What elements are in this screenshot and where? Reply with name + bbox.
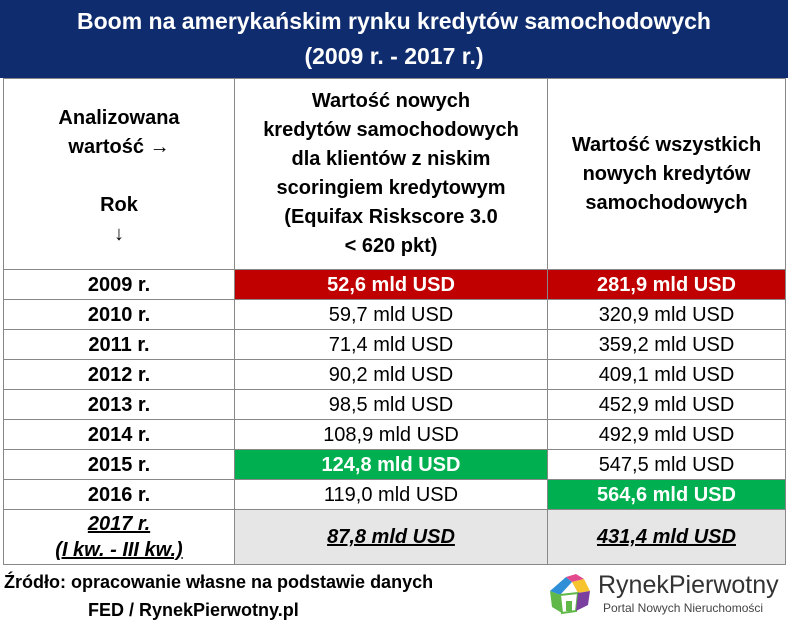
subprime-cell: 108,9 mld USD: [234, 419, 548, 450]
header-arrow: ↓: [114, 222, 124, 245]
total-max-cell: 564,6 mld USD: [547, 479, 786, 510]
logo-tagline: Portal Nowych Nieruchomości: [603, 601, 764, 615]
rynekpierwotny-logo: RynekPierwotny Portal Nowych Nieruchomoś…: [546, 571, 782, 617]
period-text: (I kw. - III kw.): [55, 539, 183, 561]
source-line-1: Źródło: opracowanie własne na podstawie …: [4, 572, 434, 592]
total-cell: 431,4 mld USD: [547, 509, 786, 565]
subprime-cell: 87,8 mld USD: [234, 509, 548, 565]
total-cell: 452,9 mld USD: [547, 389, 786, 420]
year-cell: 2016 r.: [3, 479, 235, 510]
house-logo-icon: [550, 574, 590, 615]
table-row: 2015 r. 124,8 mld USD 547,5 mld USD: [3, 449, 786, 480]
title-line-1: Boom na amerykańskim rynku kredytów samo…: [77, 8, 711, 34]
total-cell: 409,1 mld USD: [547, 359, 786, 390]
year-cell: 2013 r.: [3, 389, 235, 420]
table-row: 2009 r. 52,6 mld USD 281,9 mld USD: [3, 269, 786, 300]
source-note: Źródło: opracowanie własne na podstawie …: [4, 568, 433, 624]
table-row: 2013 r. 98,5 mld USD 452,9 mld USD: [3, 389, 786, 420]
header-text: Analizowana: [58, 106, 180, 129]
subprime-cell: 119,0 mld USD: [234, 479, 548, 510]
subprime-cell: 59,7 mld USD: [234, 299, 548, 330]
year-cell: 2011 r.: [3, 329, 235, 360]
header-subprime-column: Wartość nowych kredytów samochodowych dl…: [234, 78, 548, 270]
header-text: (Equifax Riskscore 3.0: [284, 206, 498, 228]
year-cell: 2010 r.: [3, 299, 235, 330]
table-row: 2014 r. 108,9 mld USD 492,9 mld USD: [3, 419, 786, 450]
subprime-cell: 90,2 mld USD: [234, 359, 548, 390]
year-cell: 2015 r.: [3, 449, 235, 480]
total-cell: 547,5 mld USD: [547, 449, 786, 480]
header-text: Wartość wszystkich: [571, 133, 762, 156]
table-row-partial-year: 2017 r. (I kw. - III kw.) 87,8 mld USD 4…: [3, 509, 786, 565]
header-row: Analizowana wartość → Rok ↓ Wartość nowy…: [3, 78, 786, 270]
table-row: 2012 r. 90,2 mld USD 409,1 mld USD: [3, 359, 786, 390]
header-total-column: Wartość wszystkich nowych kredytów samoc…: [547, 78, 786, 270]
header-text: wartość →: [68, 135, 170, 158]
header-year-column: Analizowana wartość → Rok ↓: [3, 78, 235, 270]
subprime-min-cell: 52,6 mld USD: [234, 269, 548, 300]
subprime-cell: 71,4 mld USD: [234, 329, 548, 360]
subprime-cell: 98,5 mld USD: [234, 389, 548, 420]
total-min-cell: 281,9 mld USD: [547, 269, 786, 300]
header-text: nowych kredytów: [582, 162, 751, 185]
auto-loans-table: Analizowana wartość → Rok ↓ Wartość nowy…: [3, 78, 786, 565]
total-cell: 320,9 mld USD: [547, 299, 786, 330]
logo-brand-part2: Pierwotny: [668, 571, 779, 599]
header-text: dla klientów z niskim: [291, 148, 491, 170]
logo-brand-part1: Rynek: [598, 571, 669, 599]
header-text: < 620 pkt): [344, 235, 438, 257]
table-row: 2016 r. 119,0 mld USD 564,6 mld USD: [3, 479, 786, 510]
header-text: Rok: [100, 193, 138, 216]
table-row: 2010 r. 59,7 mld USD 320,9 mld USD: [3, 299, 786, 330]
header-text: kredytów samochodowych: [263, 119, 519, 141]
title-line-2: (2009 r. - 2017 r.): [304, 43, 484, 69]
header-text: Wartość nowych: [311, 90, 471, 112]
logo-brand: RynekPierwotny: [598, 571, 779, 599]
subprime-max-cell: 124,8 mld USD: [234, 449, 548, 480]
table-row: 2011 r. 71,4 mld USD 359,2 mld USD: [3, 329, 786, 360]
year-text: 2017 r.: [87, 513, 151, 535]
year-cell: 2012 r.: [3, 359, 235, 390]
total-cell: 359,2 mld USD: [547, 329, 786, 360]
table-title: Boom na amerykańskim rynku kredytów samo…: [0, 0, 788, 78]
year-cell: 2009 r.: [3, 269, 235, 300]
total-cell: 492,9 mld USD: [547, 419, 786, 450]
header-text: scoringiem kredytowym: [276, 177, 506, 199]
year-cell: 2017 r. (I kw. - III kw.): [3, 509, 235, 565]
source-line-2: FED / RynekPierwotny.pl: [88, 600, 299, 620]
year-cell: 2014 r.: [3, 419, 235, 450]
header-text: samochodowych: [585, 191, 748, 214]
